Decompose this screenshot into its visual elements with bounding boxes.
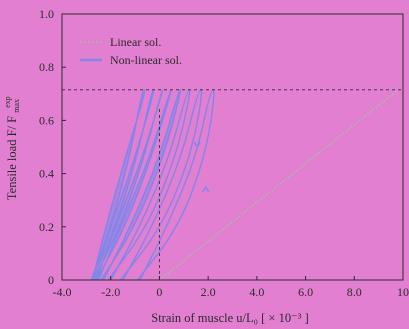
x-tick-label: -4.0 xyxy=(53,285,72,299)
direction-arrow xyxy=(193,141,201,149)
plot-frame xyxy=(61,13,404,281)
legend: Linear sol. Non-linear sol. xyxy=(80,35,182,67)
y-tick-label: 0 xyxy=(48,273,54,287)
nonlinear-loop xyxy=(136,89,215,281)
nonlinear-loop xyxy=(119,89,203,281)
y-tick-label: 0.6 xyxy=(39,113,54,127)
legend-nonlinear-label: Non-linear sol. xyxy=(110,53,182,67)
x-tick-label: 6.0 xyxy=(298,285,313,299)
x-tick-label: 0 xyxy=(156,285,162,299)
svg-text:Tensile load F/ F max: Tensile load F/ F max exp xyxy=(3,96,22,200)
nonlinear-loop xyxy=(95,89,172,281)
x-tick-label: 4.0 xyxy=(249,285,264,299)
guide-lines xyxy=(62,89,403,280)
y-tick-label: 0.8 xyxy=(39,60,54,74)
x-axis-ticks: -4.0 -2.0 0 2.0 4.0 6.0 8.0 10 xyxy=(53,276,409,299)
x-tick-label: 8.0 xyxy=(347,285,362,299)
plot-area xyxy=(62,89,403,281)
x-tick-label: -2.0 xyxy=(101,285,120,299)
y-axis-ticks: 0 0.2 0.4 0.6 0.8 1.0 xyxy=(39,7,66,287)
legend-linear-label: Linear sol. xyxy=(110,35,161,49)
y-axis-label-sub: max xyxy=(12,99,21,113)
y-axis-label: Tensile load F/ F max exp xyxy=(3,96,22,200)
nonlinear-loop xyxy=(91,89,155,281)
y-axis-label-main: Tensile load F/ F xyxy=(5,116,19,200)
y-tick-label: 1.0 xyxy=(39,7,54,21)
nonlinear-loop xyxy=(107,89,191,281)
y-tick-label: 0.4 xyxy=(39,167,54,181)
nonlinear-series xyxy=(90,89,215,281)
nonlinear-loop xyxy=(93,89,164,281)
x-tick-label: 10 xyxy=(397,285,409,299)
direction-arrow xyxy=(202,185,210,193)
nonlinear-loop xyxy=(90,89,146,281)
y-axis-label-sup: exp xyxy=(3,96,12,108)
nonlinear-loop xyxy=(100,89,181,281)
y-tick-label: 0.2 xyxy=(39,220,54,234)
x-axis-label: Strain of muscle u/L₀ [ × 10⁻³ ] xyxy=(151,311,309,325)
x-tick-label: 2.0 xyxy=(201,285,216,299)
